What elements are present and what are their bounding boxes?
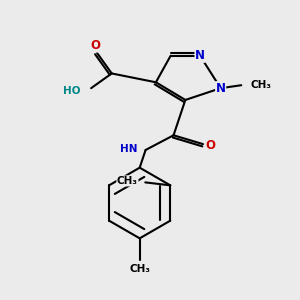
Text: HN: HN — [120, 143, 137, 154]
Text: N: N — [195, 49, 205, 62]
Text: O: O — [206, 139, 215, 152]
Text: O: O — [91, 39, 100, 52]
Text: CH₃: CH₃ — [117, 176, 138, 186]
Text: CH₃: CH₃ — [251, 80, 272, 90]
Text: CH₃: CH₃ — [129, 264, 150, 274]
Text: N: N — [216, 82, 226, 95]
Text: HO: HO — [63, 86, 81, 96]
